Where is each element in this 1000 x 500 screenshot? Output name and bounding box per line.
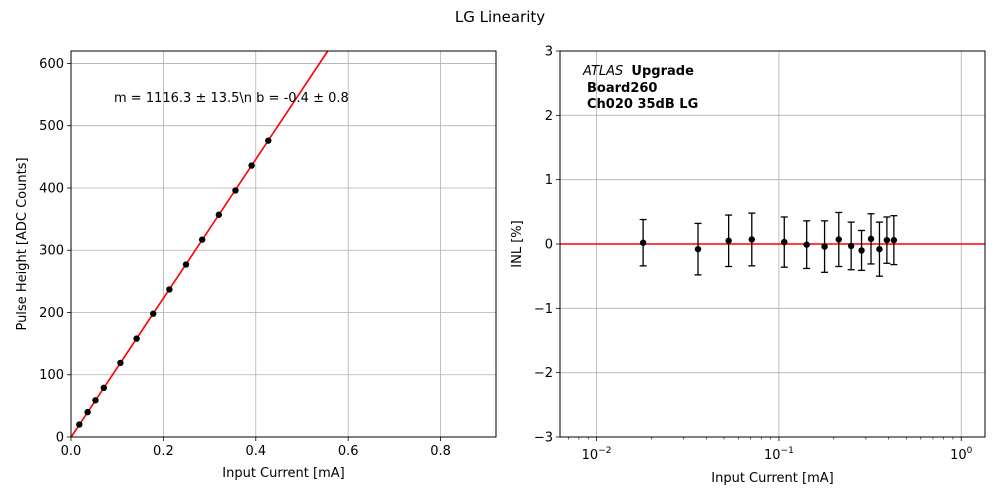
data-point: [182, 261, 190, 268]
data-point: [876, 245, 883, 253]
x-axis-label: Input Current [mA]: [222, 466, 344, 481]
y-axis-label: INL [%]: [510, 220, 525, 267]
y-axis-ticks: −3 −2 −1 0 1 2 3: [534, 45, 560, 446]
data-point: [133, 335, 140, 342]
data-point: [215, 211, 223, 218]
grid: [70, 51, 496, 438]
y-tick-label: 600: [39, 57, 64, 72]
x-tick-label: 0.8: [430, 444, 451, 459]
data-point-with-error: [803, 220, 811, 270]
data-point-with-error: [639, 218, 647, 267]
data-point: [781, 238, 788, 246]
x-axis-ticks: 10−2 10−1 100: [568, 437, 973, 463]
x-axis-ticks: 0.0 0.2 0.4 0.6 0.8: [61, 437, 451, 459]
x-tick-label: 10−1: [764, 446, 794, 463]
fit-line: [70, 50, 329, 438]
data-point-with-error: [847, 221, 855, 271]
y-tick-label: 400: [39, 181, 64, 196]
atlas-label: ATLAS Upgrade: [582, 64, 694, 79]
plot-frame: [70, 50, 497, 438]
y-tick-label: 500: [39, 119, 64, 134]
fit-annotation: m = 1116.3 ± 13.5\n b = -0.4 ± 0.8: [114, 91, 349, 106]
data-point-with-error: [883, 216, 891, 264]
data-point: [76, 421, 83, 428]
y-tick-label: 100: [39, 368, 64, 383]
data-point: [748, 236, 755, 243]
x-tick-label: 10−2: [582, 446, 612, 463]
atlas-label-upgrade: Upgrade: [631, 64, 694, 79]
data-point: [232, 187, 239, 194]
data-point: [265, 137, 272, 144]
data-point: [890, 236, 898, 244]
data-point-with-error: [748, 212, 756, 267]
data-point: [198, 236, 206, 243]
x-tick-label: 0.4: [245, 444, 266, 459]
y-tick-label: 3: [545, 45, 553, 60]
data-point: [835, 236, 842, 243]
data-point-with-error: [821, 220, 829, 273]
data-point: [117, 359, 124, 367]
data-point-with-error: [867, 213, 875, 265]
x-tick-label: 0.6: [338, 444, 359, 459]
data-point-with-error: [890, 215, 898, 266]
x-axis-label: Input Current [mA]: [711, 471, 833, 486]
y-axis-ticks: 0 100 200 300 400 500 600: [39, 57, 71, 446]
linearity-panel: 0.0 0.2 0.4 0.6 0.8 0 100 200 300 400 500 600 m = …: [15, 50, 497, 481]
y-tick-label: −2: [534, 366, 553, 381]
data-point: [725, 237, 732, 244]
data-point-with-error: [694, 222, 702, 276]
data-point: [639, 239, 647, 246]
data-point: [84, 408, 91, 416]
data-point: [248, 162, 255, 169]
x-tick-label: 0.0: [61, 444, 82, 459]
atlas-label-italic: ATLAS: [582, 64, 623, 79]
x-tick-label: 100: [950, 446, 973, 463]
data-point-with-error: [858, 229, 866, 272]
x-tick-label: 0.2: [153, 444, 174, 459]
data-point-with-error: [725, 214, 733, 268]
y-tick-label: 200: [39, 306, 64, 321]
inl-panel: 10−2 10−1 100 −3 −2 −1 0 1 2 3 ATLAS Upgrade Boa…: [510, 45, 986, 486]
y-tick-label: 0: [56, 431, 64, 446]
data-point: [858, 247, 865, 254]
data-point-with-error: [835, 211, 843, 268]
data-point: [166, 286, 173, 293]
data-point: [150, 310, 157, 317]
y-tick-label: 0: [545, 238, 553, 253]
data-point: [803, 241, 810, 248]
y-tick-label: 300: [39, 244, 64, 259]
data-points: [76, 137, 272, 428]
y-tick-label: 1: [545, 173, 553, 188]
figure-title: LG Linearity: [455, 8, 545, 26]
data-point-with-error: [780, 216, 788, 268]
y-tick-label: 2: [545, 109, 553, 124]
data-point: [100, 384, 107, 392]
data-point: [867, 235, 875, 243]
data-point: [883, 236, 891, 244]
data-points: [639, 211, 898, 277]
data-point-with-error: [875, 221, 883, 277]
data-point: [847, 242, 855, 250]
y-axis-label: Pulse Height [ADC Counts]: [15, 157, 30, 330]
data-point: [92, 397, 99, 404]
y-tick-label: −1: [534, 302, 553, 317]
channel-label: Ch020 35dB LG: [587, 97, 698, 112]
y-tick-label: −3: [534, 431, 553, 446]
board-label: Board260: [587, 81, 657, 96]
data-point: [821, 243, 828, 250]
data-point: [694, 245, 702, 253]
